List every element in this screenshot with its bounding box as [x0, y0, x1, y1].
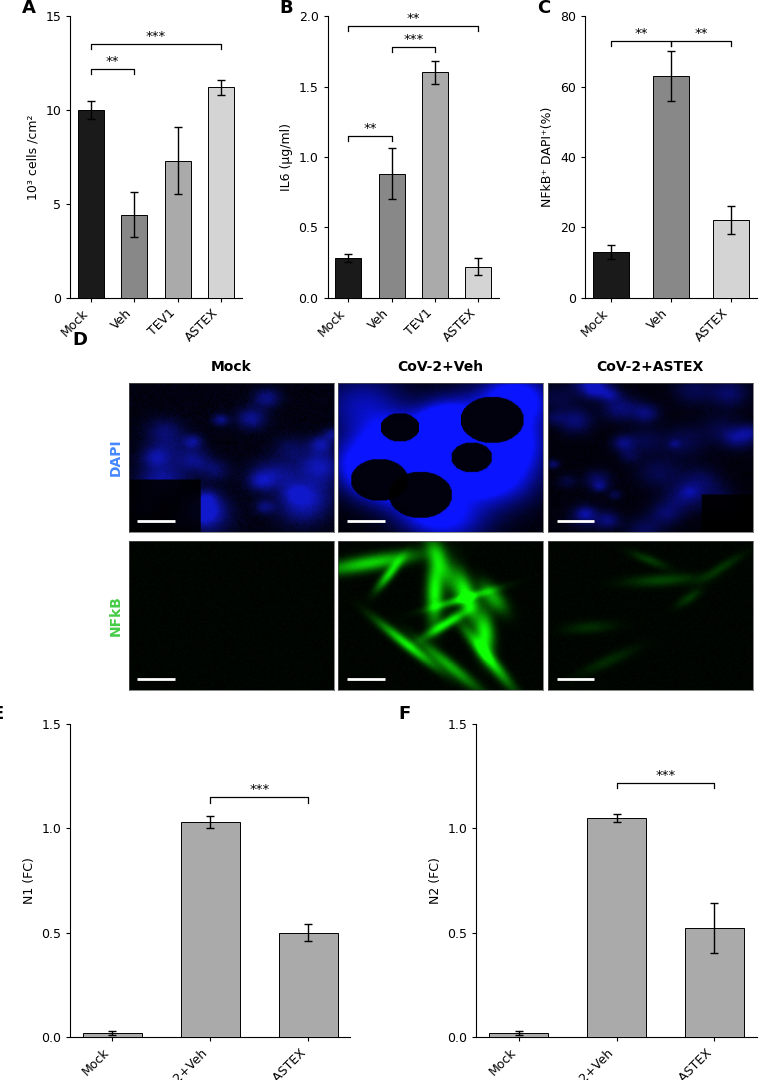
- Y-axis label: N2 (FC): N2 (FC): [429, 858, 441, 904]
- Text: ***: ***: [249, 783, 269, 796]
- Text: ***: ***: [655, 769, 675, 782]
- Text: E: E: [0, 705, 4, 724]
- Text: CoV-2+ASTEX: CoV-2+ASTEX: [597, 360, 704, 374]
- Text: ***: ***: [146, 30, 166, 43]
- Bar: [489, 1032, 548, 1037]
- Text: **: **: [694, 27, 707, 40]
- Y-axis label: N1 (FC): N1 (FC): [23, 858, 36, 904]
- Bar: [165, 161, 190, 297]
- Bar: [713, 220, 749, 297]
- Text: NFkB: NFkB: [108, 595, 122, 636]
- Y-axis label: IL6 (µg/ml): IL6 (µg/ml): [280, 123, 293, 191]
- Bar: [685, 929, 744, 1037]
- Bar: [78, 110, 104, 297]
- Text: C: C: [537, 0, 550, 17]
- Text: **: **: [634, 27, 647, 40]
- Text: **: **: [363, 122, 377, 135]
- Bar: [587, 818, 646, 1037]
- Text: CoV-2+Veh: CoV-2+Veh: [398, 360, 484, 374]
- Text: A: A: [22, 0, 36, 17]
- Bar: [466, 267, 491, 297]
- Y-axis label: 10³ cells /cm²: 10³ cells /cm²: [27, 114, 40, 200]
- Bar: [279, 933, 338, 1037]
- Text: DAPI: DAPI: [108, 438, 122, 476]
- Text: ***: ***: [403, 33, 424, 46]
- Bar: [379, 174, 405, 297]
- Text: **: **: [406, 12, 420, 25]
- Bar: [208, 87, 234, 297]
- Text: D: D: [73, 330, 87, 349]
- Bar: [653, 76, 689, 297]
- Bar: [83, 1032, 142, 1037]
- Text: **: **: [106, 55, 119, 68]
- Y-axis label: NFkB⁺ DAPI⁺(%): NFkB⁺ DAPI⁺(%): [541, 107, 555, 207]
- Text: Mock: Mock: [211, 360, 251, 374]
- Bar: [122, 215, 147, 297]
- Bar: [422, 72, 448, 297]
- Text: B: B: [279, 0, 293, 17]
- Bar: [593, 252, 629, 297]
- Bar: [335, 258, 361, 297]
- Text: F: F: [398, 705, 410, 724]
- Bar: [181, 822, 239, 1037]
